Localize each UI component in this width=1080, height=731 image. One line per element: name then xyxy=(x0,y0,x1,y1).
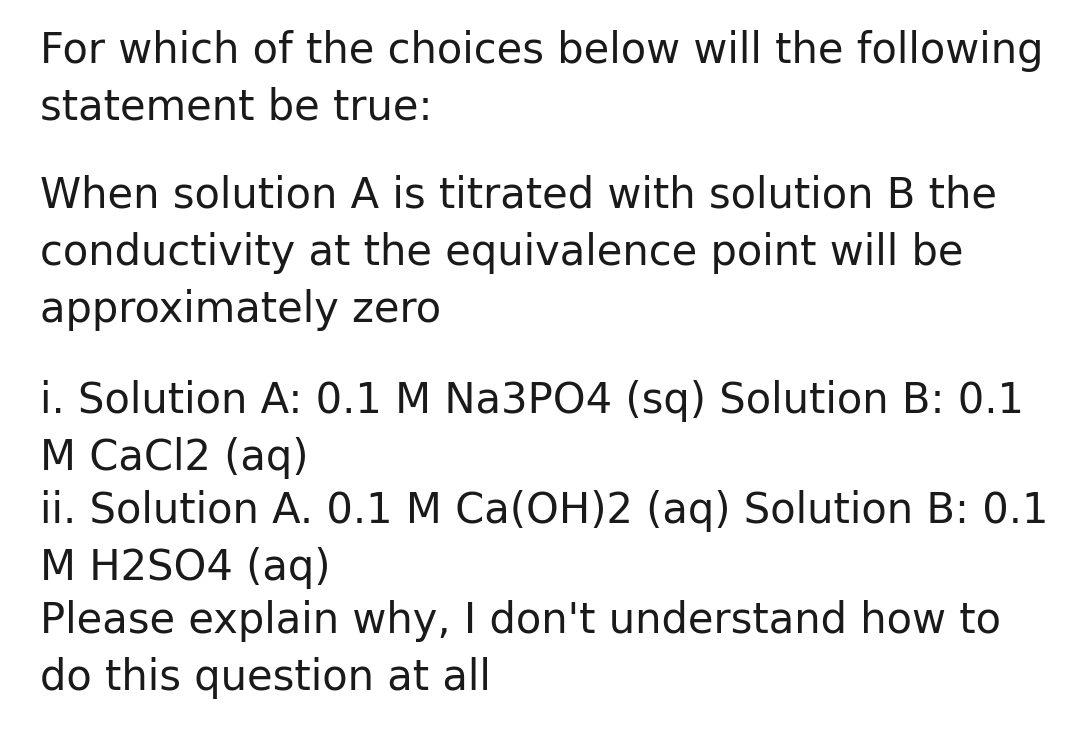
Text: For which of the choices below will the following
statement be true:: For which of the choices below will the … xyxy=(40,30,1043,129)
Text: i. Solution A: 0.1 M Na3PO4 (sq) Solution B: 0.1
M CaCl2 (aq): i. Solution A: 0.1 M Na3PO4 (sq) Solutio… xyxy=(40,380,1024,479)
Text: When solution A is titrated with solution B the
conductivity at the equivalence : When solution A is titrated with solutio… xyxy=(40,175,997,330)
Text: Please explain why, I don't understand how to
do this question at all: Please explain why, I don't understand h… xyxy=(40,600,1001,699)
Text: ii. Solution A. 0.1 M Ca(OH)2 (aq) Solution B: 0.1
M H2SO4 (aq): ii. Solution A. 0.1 M Ca(OH)2 (aq) Solut… xyxy=(40,490,1049,589)
